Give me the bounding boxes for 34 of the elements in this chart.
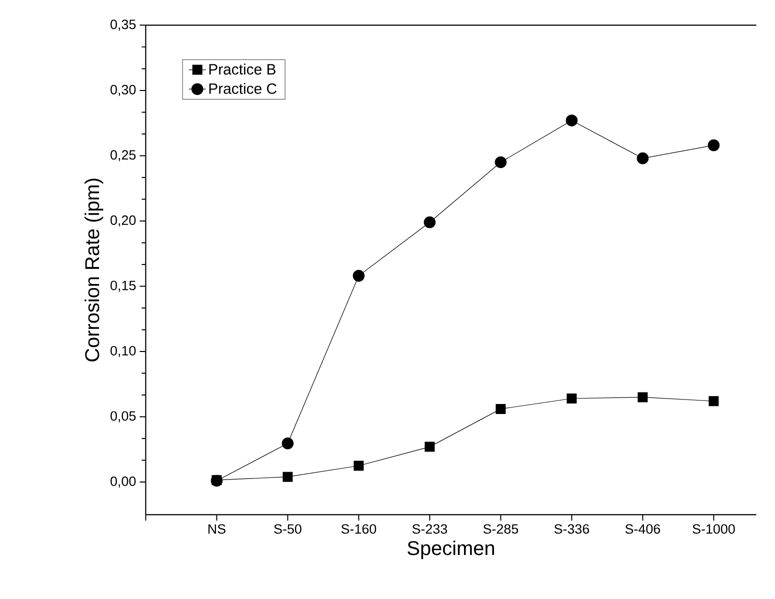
y-tick-label: 0,20 bbox=[110, 215, 136, 227]
y-tick-label: 0,30 bbox=[110, 84, 136, 96]
point bbox=[566, 114, 578, 126]
point bbox=[424, 442, 435, 452]
point bbox=[494, 156, 507, 168]
point bbox=[708, 396, 719, 406]
point bbox=[638, 392, 648, 402]
x-tick-label: S-406 bbox=[625, 524, 660, 534]
point bbox=[496, 404, 506, 414]
y-tick-label: 0,10 bbox=[110, 346, 136, 358]
y-tick-label: 0,15 bbox=[110, 280, 136, 292]
point bbox=[566, 394, 577, 404]
legend-label: Practice B bbox=[209, 64, 276, 75]
y-axis-title: Corrosion Rate (ipm) bbox=[84, 178, 104, 362]
x-tick-label: S-1000 bbox=[692, 524, 735, 534]
x-tick-label: S-50 bbox=[274, 524, 302, 534]
point bbox=[354, 460, 364, 471]
legend-label: Practice C bbox=[209, 82, 276, 94]
point bbox=[282, 472, 293, 482]
x-tick-label: S-233 bbox=[412, 524, 448, 534]
x-tick-label: S-336 bbox=[554, 524, 590, 534]
x-tick-label: NS bbox=[208, 524, 226, 534]
y-tick-label: 0,05 bbox=[110, 411, 136, 422]
point bbox=[352, 270, 365, 282]
y-tick-label: 0,25 bbox=[110, 150, 136, 162]
y-tick-label: 0,35 bbox=[110, 20, 136, 31]
point bbox=[708, 139, 720, 152]
point bbox=[282, 438, 294, 450]
point bbox=[424, 216, 436, 228]
point bbox=[636, 152, 649, 164]
y-tick-label: 0,00 bbox=[110, 476, 136, 488]
x-axis-title: Specimen bbox=[408, 540, 494, 560]
x-tick-label: S-160 bbox=[341, 524, 376, 534]
x-tick-label: S-285 bbox=[483, 524, 518, 534]
